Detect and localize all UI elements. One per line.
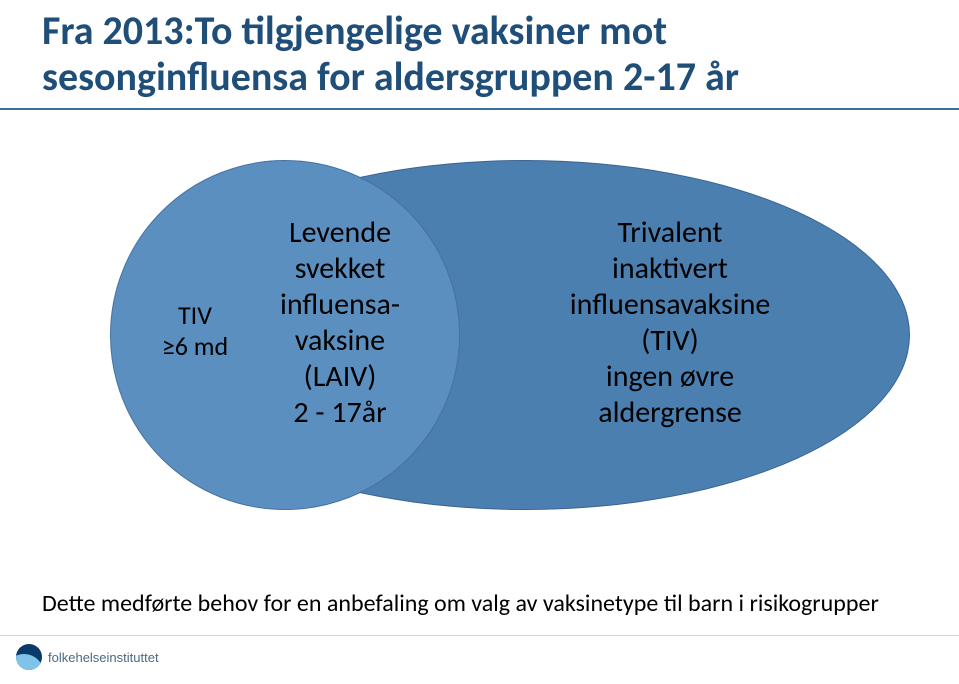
logo-swoosh bbox=[16, 654, 42, 670]
logo: folkehelseinstituttet bbox=[16, 644, 159, 670]
slide-title: Fra 2013:To tilgjengelige vaksiner mot s… bbox=[42, 8, 917, 100]
title-line-2: sesonginfluensa for aldersgruppen 2-17 å… bbox=[42, 54, 917, 100]
right-label: Trivalentinaktivertinfluensavaksine(TIV)… bbox=[520, 215, 820, 431]
logo-text: folkehelseinstituttet bbox=[48, 650, 159, 665]
footnote: Dette medførte behov for en anbefaling o… bbox=[42, 589, 879, 618]
logo-icon bbox=[16, 644, 42, 670]
title-line-1: Fra 2013:To tilgjengelige vaksiner mot bbox=[42, 8, 917, 54]
venn-diagram: TIV≥6 md Levendesvekketinfluensa-vaksine… bbox=[0, 148, 959, 578]
bottom-rule bbox=[0, 635, 959, 636]
left-label: TIV≥6 md bbox=[150, 300, 240, 362]
title-underline bbox=[0, 108, 959, 110]
mid-label: Levendesvekketinfluensa-vaksine(LAIV)2 -… bbox=[240, 215, 440, 431]
